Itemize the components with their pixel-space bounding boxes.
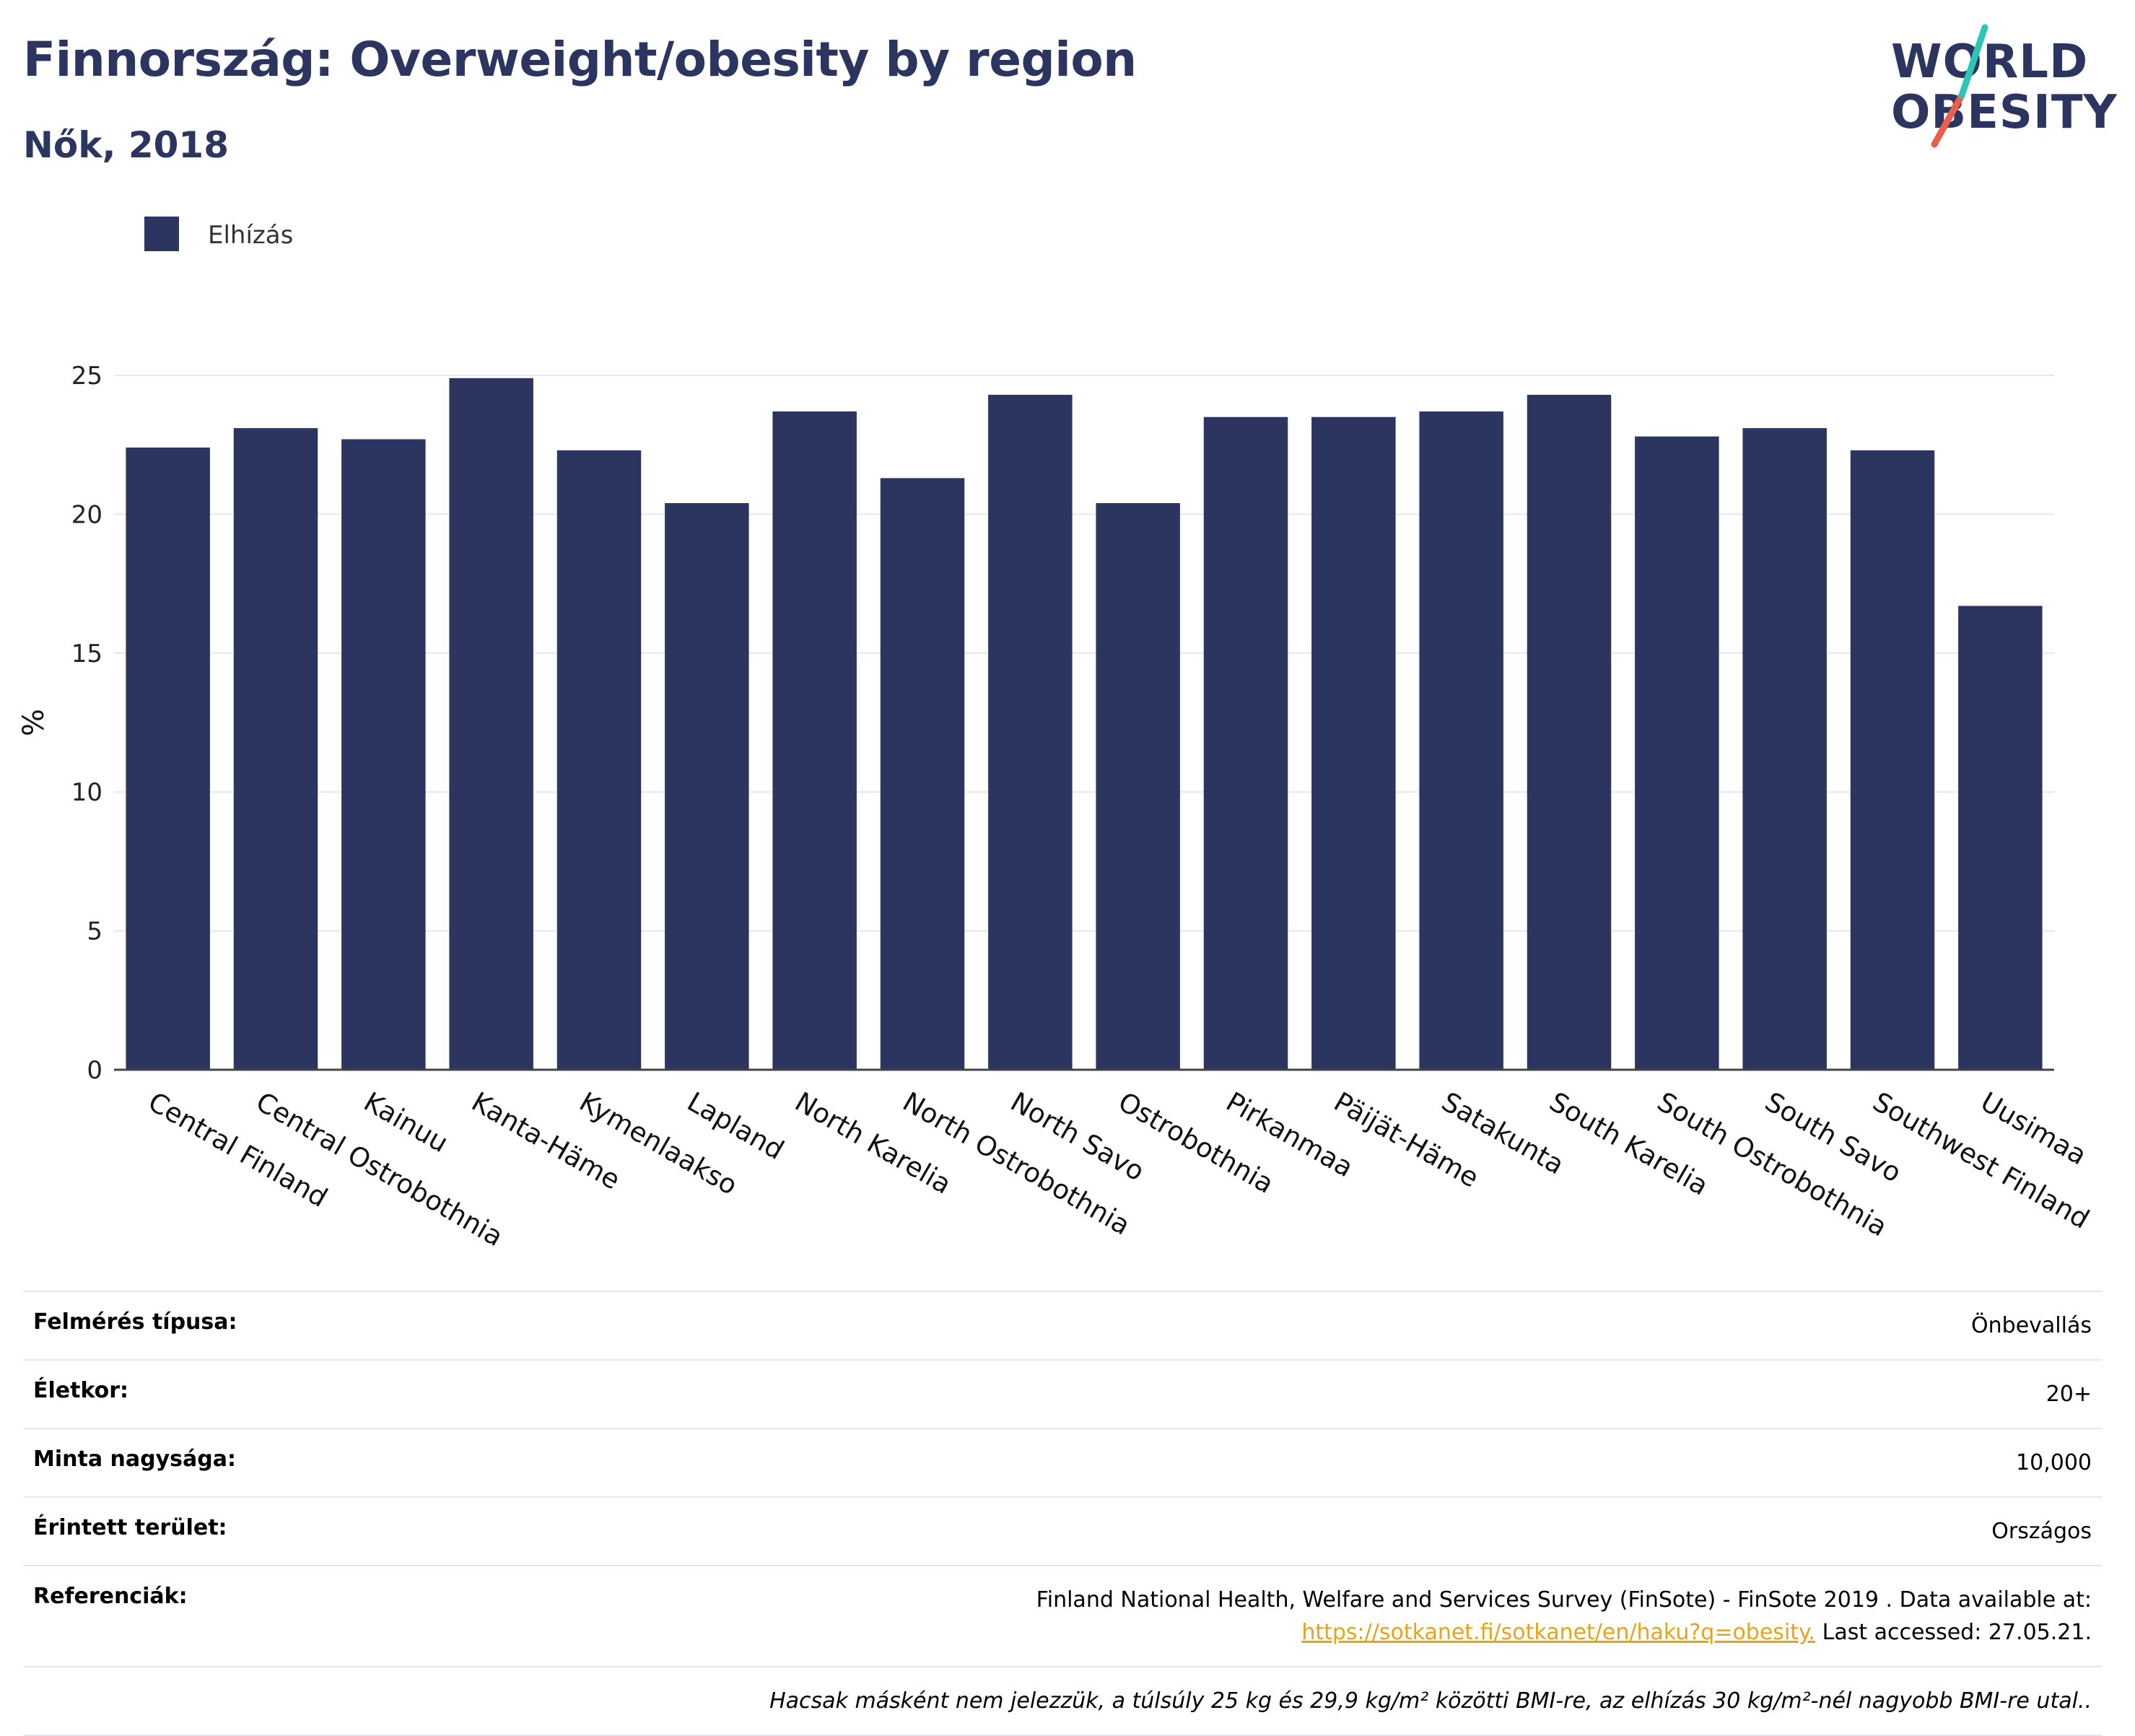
chart-title: Finnország: Overweight/obesity by region: [23, 32, 1137, 87]
bar: [1958, 606, 2043, 1070]
y-tick-label: 5: [87, 917, 102, 946]
metadata-table: Felmérés típusa: Önbevallás Életkor: 20+…: [23, 1291, 2102, 1736]
meta-row-area: Érintett terület: Országos: [23, 1496, 2102, 1566]
meta-row-survey-type: Felmérés típusa: Önbevallás: [23, 1291, 2102, 1360]
y-axis-label: %: [17, 709, 51, 736]
meta-row-sample-size: Minta nagysága: 10,000: [23, 1428, 2102, 1497]
meta-key: Minta nagysága:: [23, 1428, 346, 1497]
meta-value: Finland National Health, Welfare and Ser…: [346, 1565, 2102, 1667]
meta-value: Önbevallás: [346, 1291, 2102, 1360]
chart-subtitle: Nők, 2018: [23, 124, 230, 166]
bar: [1527, 394, 1612, 1070]
meta-key: Érintett terület:: [23, 1496, 346, 1566]
logo-slash-icon: [1931, 24, 1988, 148]
legend-swatch: [144, 217, 179, 251]
gridlines: [114, 375, 2054, 932]
meta-row-references: Referenciák: Finland National Health, We…: [23, 1565, 2102, 1667]
bar: [233, 428, 318, 1070]
y-tick-label: 15: [71, 640, 102, 668]
meta-row-footnote: Hacsak másként nem jelezzük, a túlsúly 2…: [23, 1666, 2102, 1736]
bar: [126, 448, 210, 1070]
world-obesity-logo: WORLD OBESITY: [1877, 22, 2122, 152]
bar: [880, 478, 965, 1070]
reference-text: Finland National Health, Welfare and Ser…: [1036, 1587, 2092, 1613]
y-axis-ticks: 0 5 10 15 20 25: [71, 362, 102, 1085]
bar: [772, 411, 857, 1070]
bar: [1419, 411, 1503, 1070]
y-tick-label: 25: [71, 362, 102, 391]
legend-label: Elhízás: [208, 221, 294, 250]
bar: [1203, 416, 1288, 1070]
footnote: Hacsak másként nem jelezzük, a túlsúly 2…: [23, 1666, 2102, 1736]
logo-line-1: WORLD: [1891, 35, 2089, 89]
meta-key: Életkor:: [23, 1359, 346, 1429]
bar: [341, 439, 426, 1070]
bar: [1096, 503, 1180, 1070]
bar: [556, 450, 642, 1070]
bar: [665, 503, 749, 1070]
bar: [1635, 436, 1719, 1070]
reference-link[interactable]: https://sotkanet.fi/sotkanet/en/haku?q=o…: [1301, 1620, 1816, 1645]
y-tick-label: 10: [71, 778, 102, 807]
meta-value: Országos: [346, 1496, 2102, 1566]
bar: [1311, 416, 1396, 1070]
y-tick-label: 20: [71, 500, 102, 529]
bar: [988, 394, 1073, 1070]
bar: [1850, 450, 1935, 1070]
logo-line-2: OBESITY: [1891, 86, 2118, 139]
bar: [449, 378, 533, 1070]
reference-accessed: Last accessed: 27.05.21.: [1822, 1620, 2092, 1645]
bars: [126, 378, 2043, 1070]
meta-value: 10,000: [346, 1428, 2102, 1497]
bar: [1742, 428, 1827, 1070]
x-tick-label: Central Finland: [143, 1086, 333, 1214]
meta-key: Referenciák:: [23, 1565, 346, 1667]
y-tick-label: 0: [87, 1056, 102, 1085]
meta-row-age: Életkor: 20+: [23, 1359, 2102, 1429]
meta-value: 20+: [346, 1359, 2102, 1429]
meta-key: Felmérés típusa:: [23, 1291, 346, 1360]
